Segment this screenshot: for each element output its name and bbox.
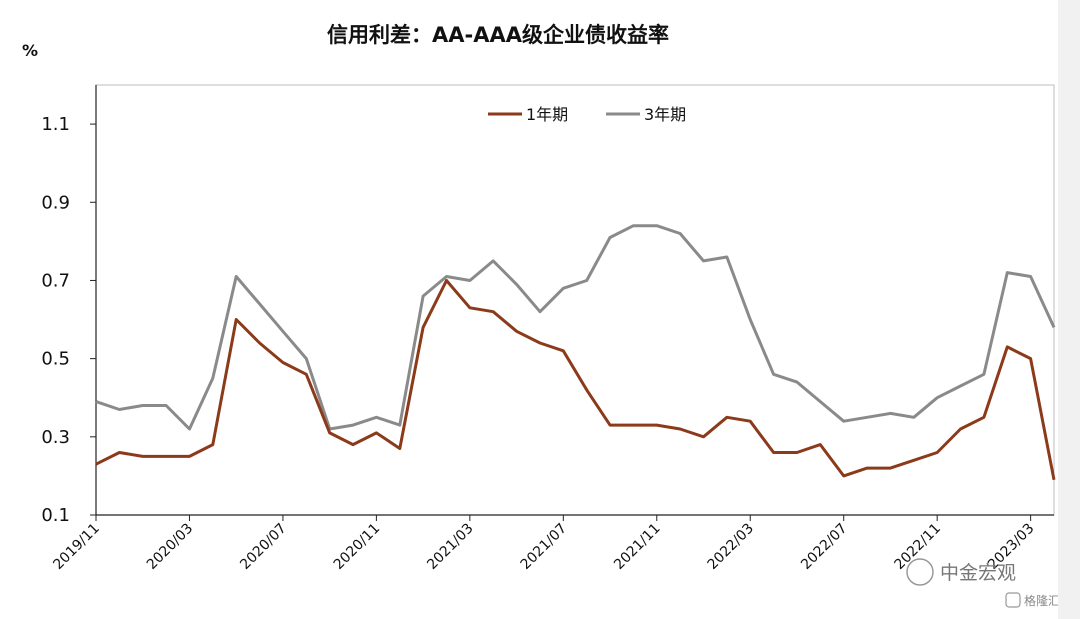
x-tick-label: 2022/07 [798, 521, 850, 573]
legend-item-1y: 1年期 [488, 105, 568, 124]
y-tick-label: 0.9 [41, 192, 70, 213]
y-ticks: 0.1 0.3 0.5 0.7 0.9 1.1 [41, 114, 96, 526]
watermark-main: 中金宏观 [940, 562, 1016, 584]
plot-frame [95, 84, 1055, 516]
legend-label-3y: 3年期 [644, 105, 686, 124]
x-tick-label: 2020/07 [237, 521, 289, 573]
y-tick-label: 1.1 [41, 114, 70, 135]
watermark-sub: 格隆汇 [1024, 593, 1058, 608]
legend-label-1y: 1年期 [526, 105, 568, 124]
series-line-1y [95, 279, 1056, 481]
x-tick-label: 2020/11 [331, 521, 383, 573]
chart-title: 信用利差：AA-AAA级企业债收益率 [327, 23, 669, 47]
y-tick-label: 0.5 [41, 349, 70, 370]
series-line-3y [95, 224, 1056, 431]
y-tick-label: 0.7 [41, 270, 70, 291]
x-tick-label: 2021/03 [424, 521, 476, 573]
x-tick-label: 2019/11 [50, 521, 102, 573]
x-tick-label: 2022/03 [705, 521, 757, 573]
x-tick-label: 2021/07 [518, 521, 570, 573]
y-tick-label: 0.3 [41, 427, 70, 448]
y-tick-label: 0.1 [41, 505, 70, 526]
legend-item-3y: 3年期 [606, 105, 686, 124]
x-tick-label: 2021/11 [611, 521, 663, 573]
watermark: 中金宏观 格隆汇 [906, 558, 1058, 608]
legend: 1年期 3年期 [488, 105, 686, 124]
y-axis-unit: % [22, 41, 38, 60]
x-tick-label: 2020/03 [144, 521, 196, 573]
chart-svg: 信用利差：AA-AAA级企业债收益率 % 0.10.30.50.70.91.1 … [22, 23, 1058, 608]
gelonghui-icon [1005, 592, 1021, 608]
wechat-icon [906, 558, 934, 586]
series-group [95, 224, 1056, 481]
x-ticks: 2019/11 2020/03 2020/07 2020/11 2021/03 2021/… [50, 515, 1037, 573]
right-edge-strip [1058, 0, 1080, 619]
x-tick-label: 2022/11 [892, 521, 944, 573]
